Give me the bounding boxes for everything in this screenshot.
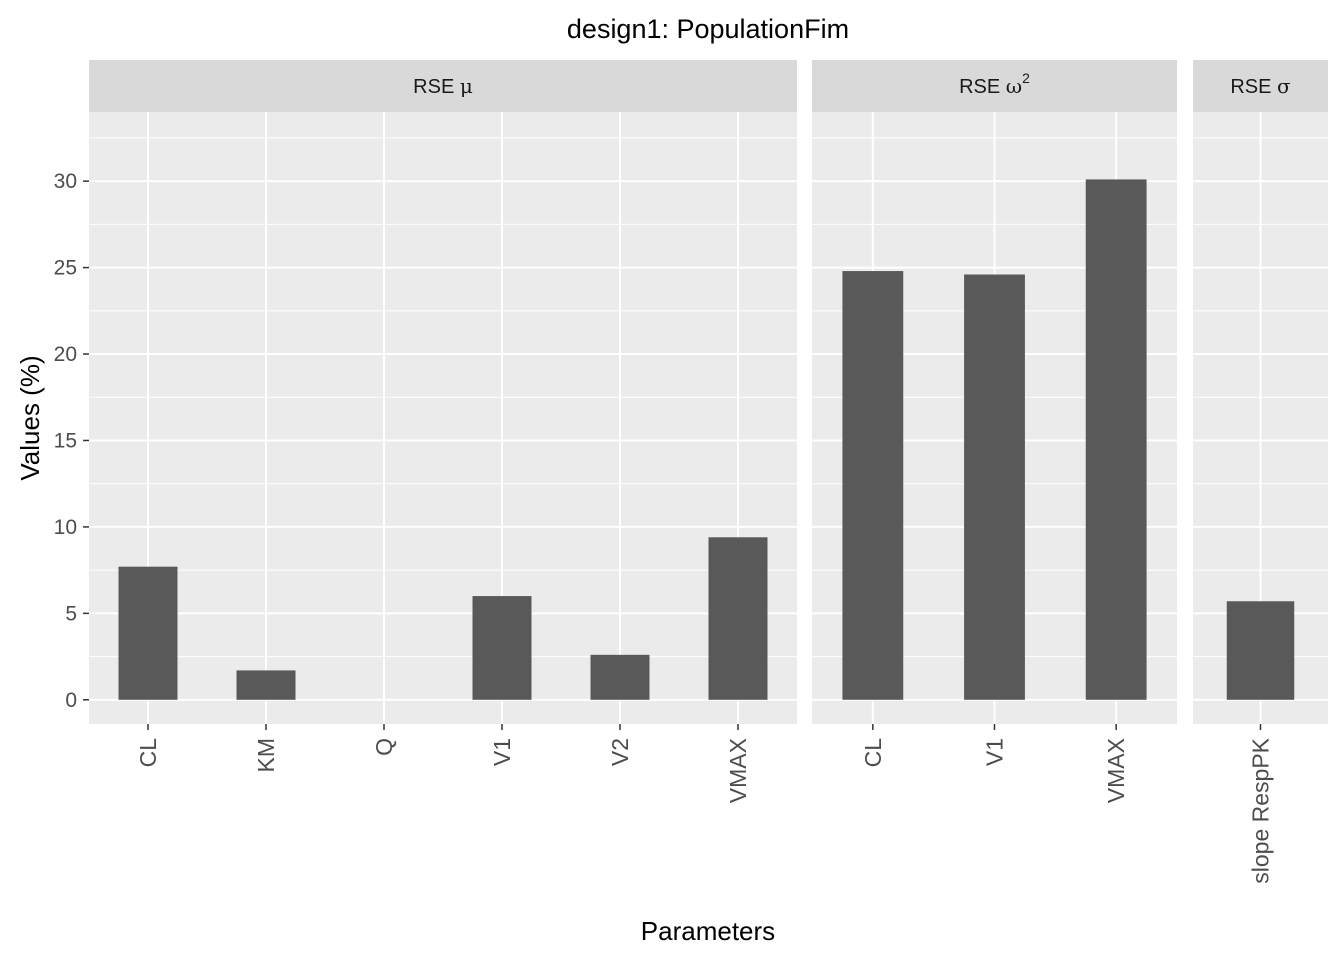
x-tick-label: KM bbox=[253, 738, 279, 773]
facet-strip-label: RSE μ bbox=[413, 74, 473, 98]
x-axis-label: Parameters bbox=[641, 916, 775, 946]
bar-slope-resppk bbox=[1226, 601, 1295, 700]
x-tick-label: V1 bbox=[982, 738, 1008, 766]
bar-vmax bbox=[1085, 179, 1147, 700]
y-tick-label: 10 bbox=[54, 516, 77, 539]
x-tick-label: slope RespPK bbox=[1248, 737, 1274, 883]
facet-strip-label: RSE σ bbox=[1230, 74, 1291, 98]
panel-background bbox=[89, 112, 797, 724]
y-tick-label: 15 bbox=[54, 429, 77, 452]
y-tick-label: 0 bbox=[65, 689, 77, 712]
x-tick-label: V1 bbox=[489, 738, 515, 766]
x-tick-label: V2 bbox=[607, 738, 633, 766]
chart-title: design1: PopulationFim bbox=[567, 14, 849, 44]
bar-vmax bbox=[708, 537, 768, 700]
bar-v2 bbox=[590, 654, 650, 700]
x-tick-label: CL bbox=[860, 738, 886, 768]
y-tick-label: 5 bbox=[65, 602, 77, 625]
facet-panel-3: RSE σ slope RespPK bbox=[1193, 60, 1328, 884]
plot-area: 0 5 10 15 20 25 30 RSE μ CL KM Q V1 V2 VMAX RSE ω2 CL V1… bbox=[54, 60, 1328, 884]
facet-strip bbox=[1193, 60, 1328, 112]
y-tick-label: 30 bbox=[54, 170, 77, 193]
x-tick-label: CL bbox=[135, 738, 161, 768]
bar-cl bbox=[842, 271, 904, 700]
bar-cl bbox=[118, 566, 178, 700]
x-tick-label: VMAX bbox=[1103, 738, 1129, 803]
x-tick-label: Q bbox=[371, 738, 397, 756]
facet-panel-2: RSE ω2 CL V1 VMAX bbox=[812, 60, 1177, 803]
y-axis-label: Values (%) bbox=[15, 355, 45, 480]
bar-km bbox=[236, 670, 296, 700]
facet-panel-1: RSE μ CL KM Q V1 V2 VMAX bbox=[89, 60, 797, 803]
y-tick-label: 25 bbox=[54, 257, 77, 280]
bar-v1 bbox=[964, 274, 1025, 700]
x-tick-label: VMAX bbox=[725, 738, 751, 803]
y-tick-label: 20 bbox=[54, 343, 77, 366]
facet-strip bbox=[89, 60, 797, 112]
facet-strip bbox=[812, 60, 1177, 112]
facet-strip-label: RSE ω2 bbox=[959, 70, 1030, 98]
bar-v1 bbox=[472, 596, 532, 700]
